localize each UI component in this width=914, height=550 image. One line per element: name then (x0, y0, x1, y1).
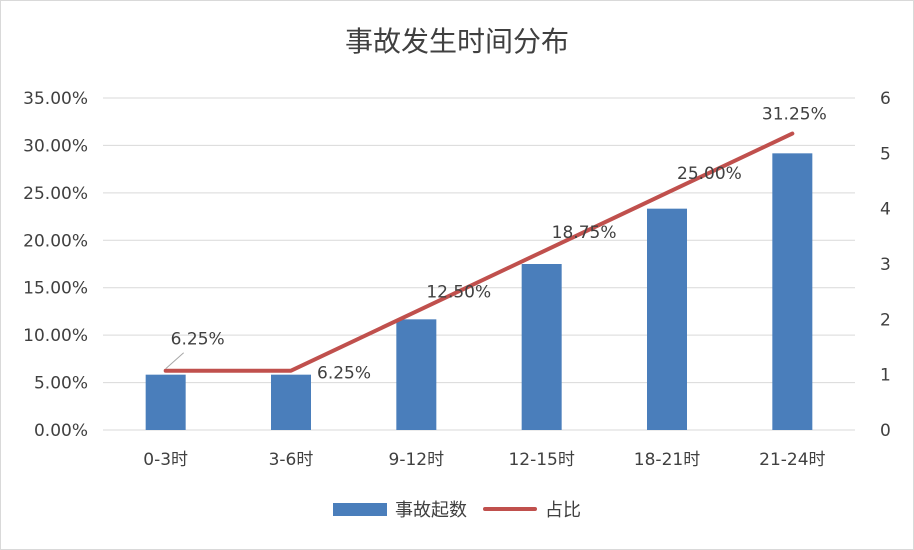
y-right-tick-label: 5 (880, 144, 891, 164)
legend: 事故起数 占比 (0, 496, 914, 522)
bar (271, 374, 311, 430)
y-right-tick-label: 3 (880, 255, 891, 275)
y-left-tick-label: 35.00% (23, 89, 88, 109)
line-series (163, 131, 795, 373)
data-label: 6.25% (171, 330, 225, 350)
legend-label-line: 占比 (545, 500, 581, 521)
y-left-tick-label: 25.00% (23, 184, 88, 204)
y-right-tick-label: 2 (880, 310, 891, 330)
x-tick-label: 3-6时 (269, 450, 314, 470)
legend-bar-swatch (333, 502, 387, 516)
y-left-tick-label: 0.00% (34, 421, 88, 441)
x-tick-label: 12-15时 (508, 450, 574, 470)
y-right-tick-label: 1 (880, 366, 891, 386)
x-tick-label: 18-21时 (634, 450, 700, 470)
y-left-tick-label: 30.00% (23, 136, 88, 156)
legend-item-bars: 事故起数 (333, 496, 467, 522)
x-tick-label: 0-3时 (143, 450, 188, 470)
y-left-tick-label: 10.00% (23, 326, 88, 346)
y-left-tick-label: 5.00% (34, 374, 88, 394)
bar (145, 374, 186, 430)
data-label: 12.50% (426, 282, 491, 302)
data-label-leader (165, 352, 184, 370)
x-tick-label: 21-24时 (759, 450, 825, 470)
bar (772, 153, 813, 431)
bar (396, 319, 437, 430)
chart-title: 事故发生时间分布 (344, 25, 569, 58)
y-right-tick-label: 4 (880, 200, 891, 220)
y-left-tick-label: 15.00% (23, 279, 88, 299)
legend-line-swatch (483, 507, 537, 511)
legend-label-bars: 事故起数 (395, 500, 467, 521)
data-label: 18.75% (552, 223, 617, 243)
legend-item-line: 占比 (483, 496, 581, 522)
bar (521, 264, 562, 430)
y-right-tick-label: 0 (880, 421, 891, 441)
data-label: 25.00% (677, 164, 742, 184)
data-label: 6.25% (317, 364, 371, 384)
y-right-tick-label: 6 (880, 89, 891, 109)
data-label: 31.25% (762, 105, 827, 125)
x-tick-label: 9-12时 (389, 450, 445, 470)
bar (647, 208, 687, 430)
y-left-tick-label: 20.00% (23, 231, 88, 251)
